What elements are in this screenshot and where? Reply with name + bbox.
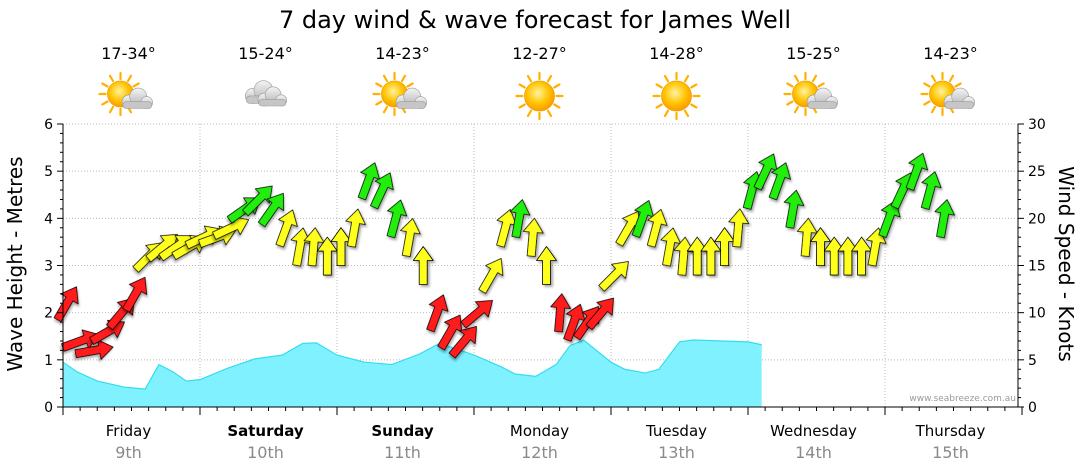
wind-arrow xyxy=(700,236,722,276)
credit-text: www.seabreeze.com.au xyxy=(909,394,1016,404)
wind-arrow xyxy=(646,209,668,248)
wind-arrow xyxy=(686,236,708,276)
right-tick-label: 20 xyxy=(1028,211,1046,227)
wind-arrow xyxy=(837,236,859,276)
wind-arrow xyxy=(810,227,831,267)
cloudy-icon xyxy=(245,80,287,107)
wind-arrow xyxy=(345,208,366,248)
wind-arrow xyxy=(275,209,298,248)
partly-cloudy-icon xyxy=(98,71,153,117)
day-name-label: Saturday xyxy=(227,422,304,440)
temperature-label: 15-25° xyxy=(786,44,841,63)
temperature-label: 17-34° xyxy=(101,44,156,63)
day-date-label: 9th xyxy=(115,443,142,462)
partly-cloudy-icon xyxy=(783,71,838,117)
day-date-label: 14th xyxy=(795,443,832,462)
wind-arrow xyxy=(536,246,557,285)
wind-arrow xyxy=(53,286,79,323)
wind-arrow xyxy=(728,208,750,248)
left-tick-label: 6 xyxy=(44,117,53,133)
day-name-label: Friday xyxy=(106,422,152,440)
wind-arrow xyxy=(768,162,791,201)
wind-arrow xyxy=(400,218,421,258)
wind-arrow xyxy=(257,192,284,228)
wind-arrow xyxy=(783,189,805,229)
chart-title: 7 day wind & wave forecast for James Wel… xyxy=(279,6,791,34)
wind-arrow xyxy=(460,300,493,329)
wind-arrow xyxy=(122,276,148,313)
day-name-label: Sunday xyxy=(371,422,434,440)
right-tick-label: 25 xyxy=(1028,164,1046,180)
temperature-label: 14-23° xyxy=(375,44,430,63)
left-tick-label: 3 xyxy=(44,259,53,275)
right-tick-label: 5 xyxy=(1028,353,1037,369)
day-date-label: 11th xyxy=(384,443,421,462)
temperature-label: 14-23° xyxy=(923,44,978,63)
wave-line xyxy=(62,339,762,390)
wind-arrow xyxy=(412,246,434,285)
wind-arrow xyxy=(905,152,928,191)
left-tick-label: 5 xyxy=(44,164,53,180)
wave-height-area xyxy=(62,339,762,407)
day-date-label: 13th xyxy=(658,443,695,462)
axes: 0 1 2 3 4 5 6 0 5 10 15 20 25 30 xyxy=(44,117,1046,416)
sunny-icon xyxy=(652,71,701,121)
right-tick-label: 30 xyxy=(1028,117,1046,133)
right-tick-label: 10 xyxy=(1028,306,1046,322)
right-tick-label: 0 xyxy=(1028,400,1037,416)
temperature-label: 15-24° xyxy=(238,44,293,63)
day-name-label: Tuesday xyxy=(645,422,707,440)
wind-arrow xyxy=(386,199,408,239)
day-date-label: 10th xyxy=(247,443,284,462)
wind-arrow xyxy=(522,217,544,257)
wind-arrow xyxy=(598,261,629,292)
day-name-label: Monday xyxy=(510,422,569,440)
weather-row: 17-34° 15-24° 14-23° 12-27° 14-28° 15-25° 14-2… xyxy=(98,44,978,121)
day-labels: Friday 9th Saturday 10th Sunday 11th Monday 12t… xyxy=(106,422,986,462)
wind-arrow xyxy=(550,293,571,333)
wind-arrow xyxy=(316,236,338,276)
wind-arrow xyxy=(478,258,504,294)
partly-cloudy-icon xyxy=(372,71,427,117)
left-tick-label: 0 xyxy=(44,400,53,416)
left-tick-label: 2 xyxy=(44,306,53,322)
wind-arrows xyxy=(53,152,955,360)
wind-arrow xyxy=(89,319,125,345)
wind-arrow xyxy=(585,297,614,331)
temperature-label: 14-28° xyxy=(649,44,704,63)
wind-arrow xyxy=(448,326,477,359)
wind-arrow xyxy=(878,200,901,238)
wind-arrow xyxy=(242,185,273,217)
wind-arrow xyxy=(509,199,531,239)
left-tick-label: 4 xyxy=(44,211,53,227)
sunny-icon xyxy=(515,71,564,121)
day-date-label: 12th xyxy=(521,443,558,462)
wind-arrow xyxy=(426,294,449,333)
day-date-label: 15th xyxy=(932,443,969,462)
wind-arrow xyxy=(823,236,845,276)
temperature-label: 12-27° xyxy=(512,44,567,63)
wind-arrow xyxy=(920,171,942,210)
wind-arrow xyxy=(865,227,887,267)
left-axis-label: Wave Height - Metres xyxy=(3,156,27,371)
wind-arrow xyxy=(851,236,872,276)
right-tick-label: 15 xyxy=(1028,259,1046,275)
right-axis-label: Wind Speed - Knots xyxy=(1054,166,1078,362)
partly-cloudy-icon xyxy=(920,71,975,117)
day-name-label: Thursday xyxy=(915,422,986,440)
wind-arrow xyxy=(370,172,394,210)
day-name-label: Wednesday xyxy=(770,422,857,440)
wave-area-fill xyxy=(63,340,762,407)
wind-arrow xyxy=(934,199,955,239)
left-tick-label: 1 xyxy=(44,353,53,369)
